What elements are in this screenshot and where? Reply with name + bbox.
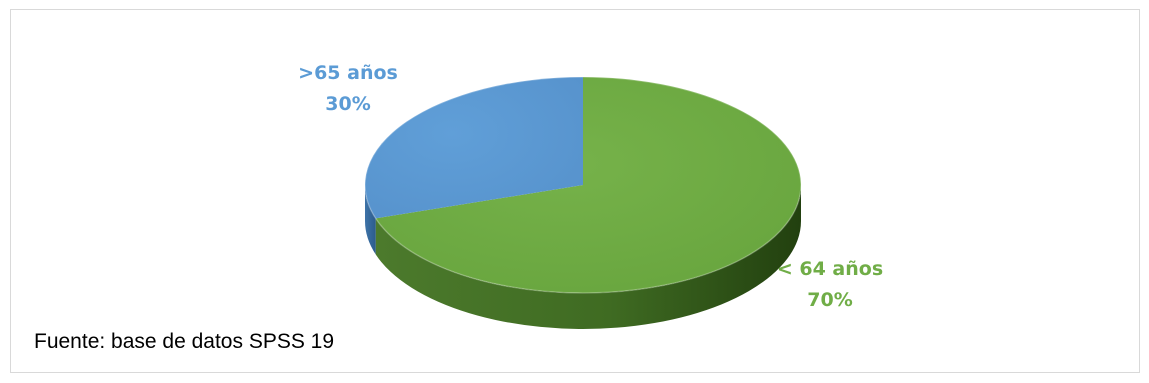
slice-label-name: < 64 años xyxy=(777,258,883,280)
slice-side-under-64 xyxy=(375,185,801,330)
pie-group xyxy=(364,76,802,330)
slice-under-64 xyxy=(375,77,801,293)
slice-side-over-65 xyxy=(365,185,376,255)
slice-over-65 xyxy=(364,77,583,219)
pie-rim xyxy=(364,76,802,294)
slice-label-percent: 30% xyxy=(325,93,370,115)
slice-label-percent: 70% xyxy=(807,289,852,311)
source-note: Fuente: base de datos SPSS 19 xyxy=(34,330,335,353)
slice-label-name: >65 años xyxy=(298,62,398,84)
